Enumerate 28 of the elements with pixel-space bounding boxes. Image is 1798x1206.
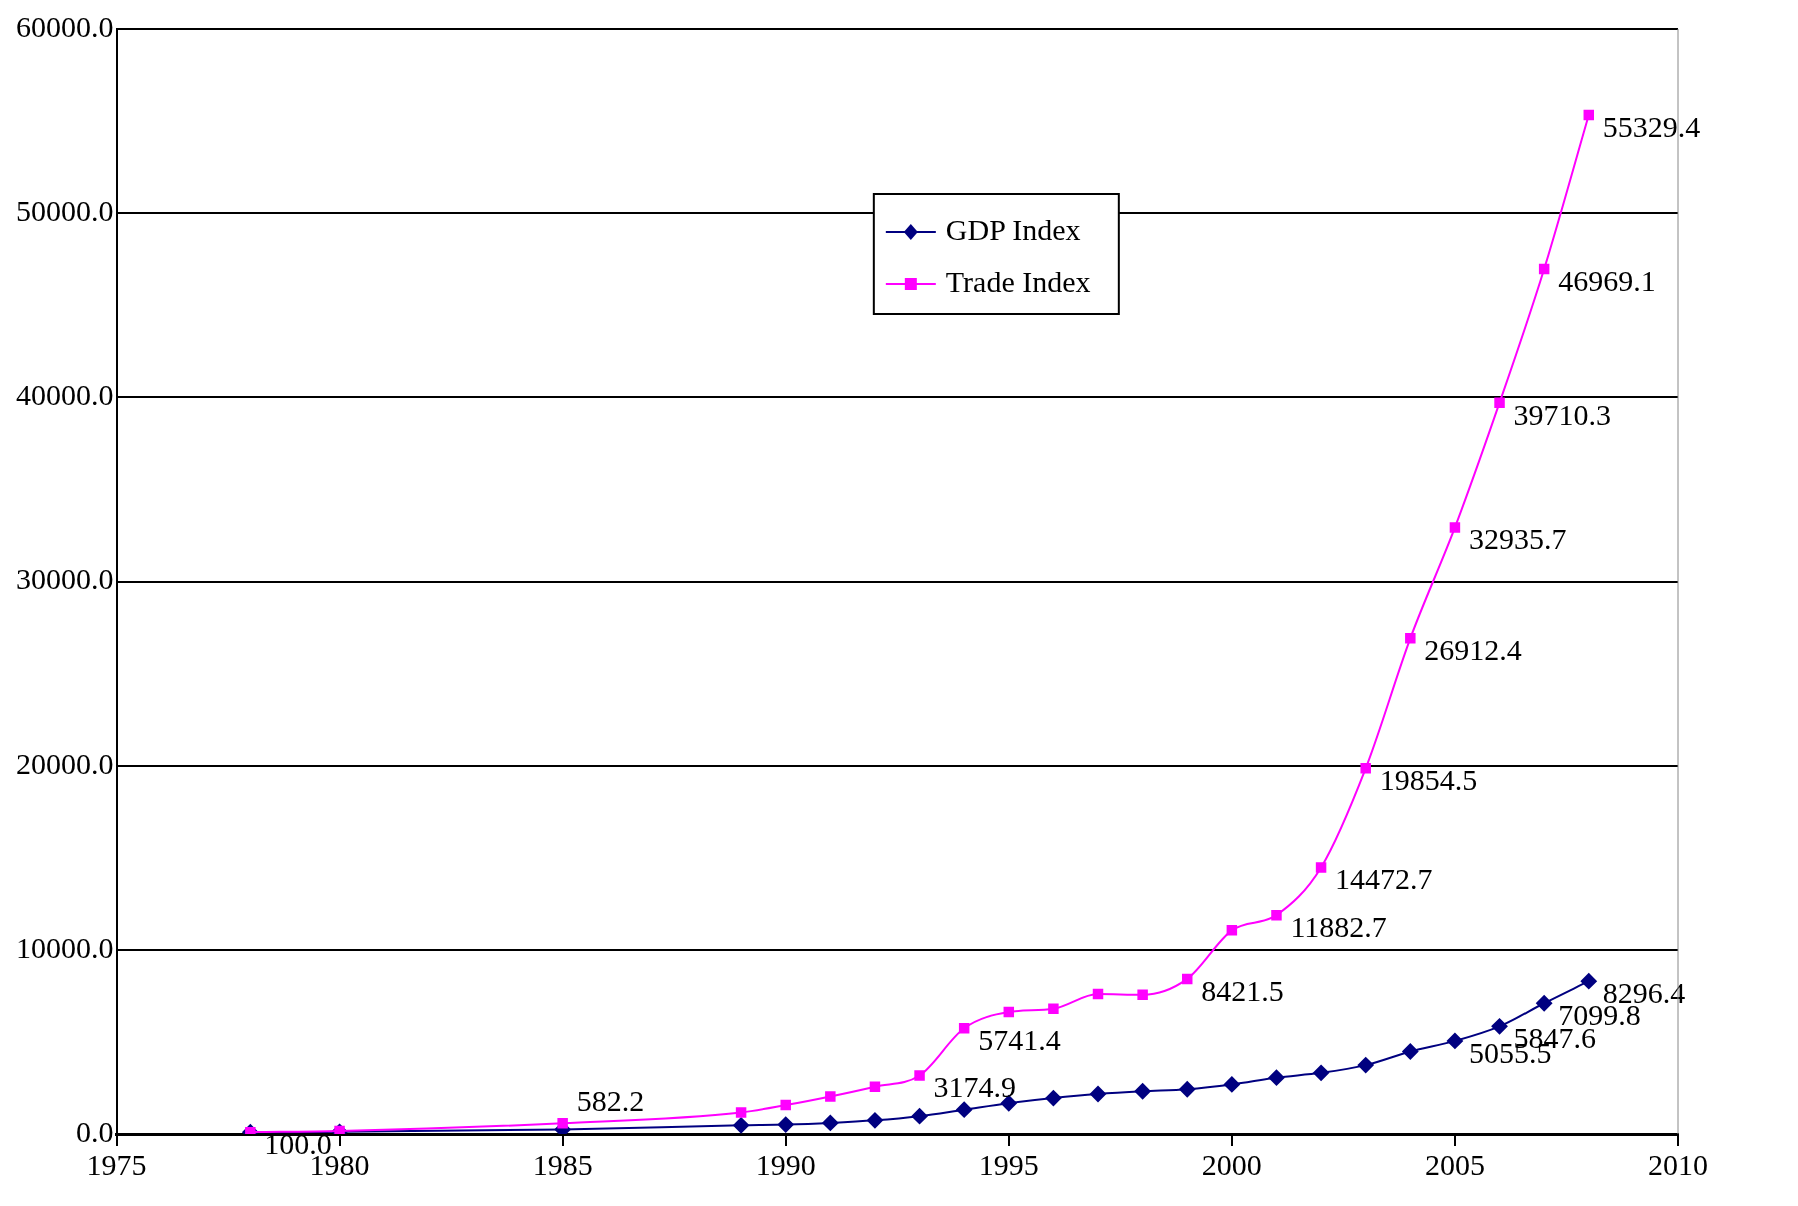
y-tick-label: 10000.0 [16,930,114,964]
data-label: 26912.4 [1424,633,1522,667]
data-label: 19854.5 [1379,763,1478,797]
x-tick-label: 2010 [1648,1147,1708,1181]
x-tick-label: 2005 [1424,1147,1485,1181]
y-tick-label: 60000.0 [16,9,114,43]
x-tick-label: 1985 [532,1147,593,1181]
x-tick-label: 1975 [86,1147,147,1181]
legend-label: Trade Index [945,264,1091,298]
data-label: 46969.1 [1558,263,1656,297]
y-tick-label: 20000.0 [16,746,114,780]
y-tick-label: 30000.0 [16,562,114,596]
data-label: 32935.7 [1468,522,1567,556]
data-label: 14472.7 [1335,862,1433,896]
x-tick-label: 1990 [755,1147,816,1181]
data-label: 8421.5 [1201,973,1284,1007]
data-label: 5741.4 [978,1023,1061,1057]
y-tick-label: 0.0 [76,1114,114,1148]
data-label: 39710.3 [1513,397,1612,431]
data-label: 11882.7 [1290,910,1387,944]
data-label: 3174.9 [933,1070,1017,1104]
y-tick-label: 50000.0 [16,194,114,228]
data-label: 582.2 [576,1084,645,1118]
x-tick-label: 1995 [978,1147,1039,1181]
legend-label: GDP Index [945,212,1081,246]
data-label: 55329.4 [1602,109,1701,143]
x-tick-label: 2000 [1201,1147,1262,1181]
y-tick-label: 40000.0 [16,378,114,412]
